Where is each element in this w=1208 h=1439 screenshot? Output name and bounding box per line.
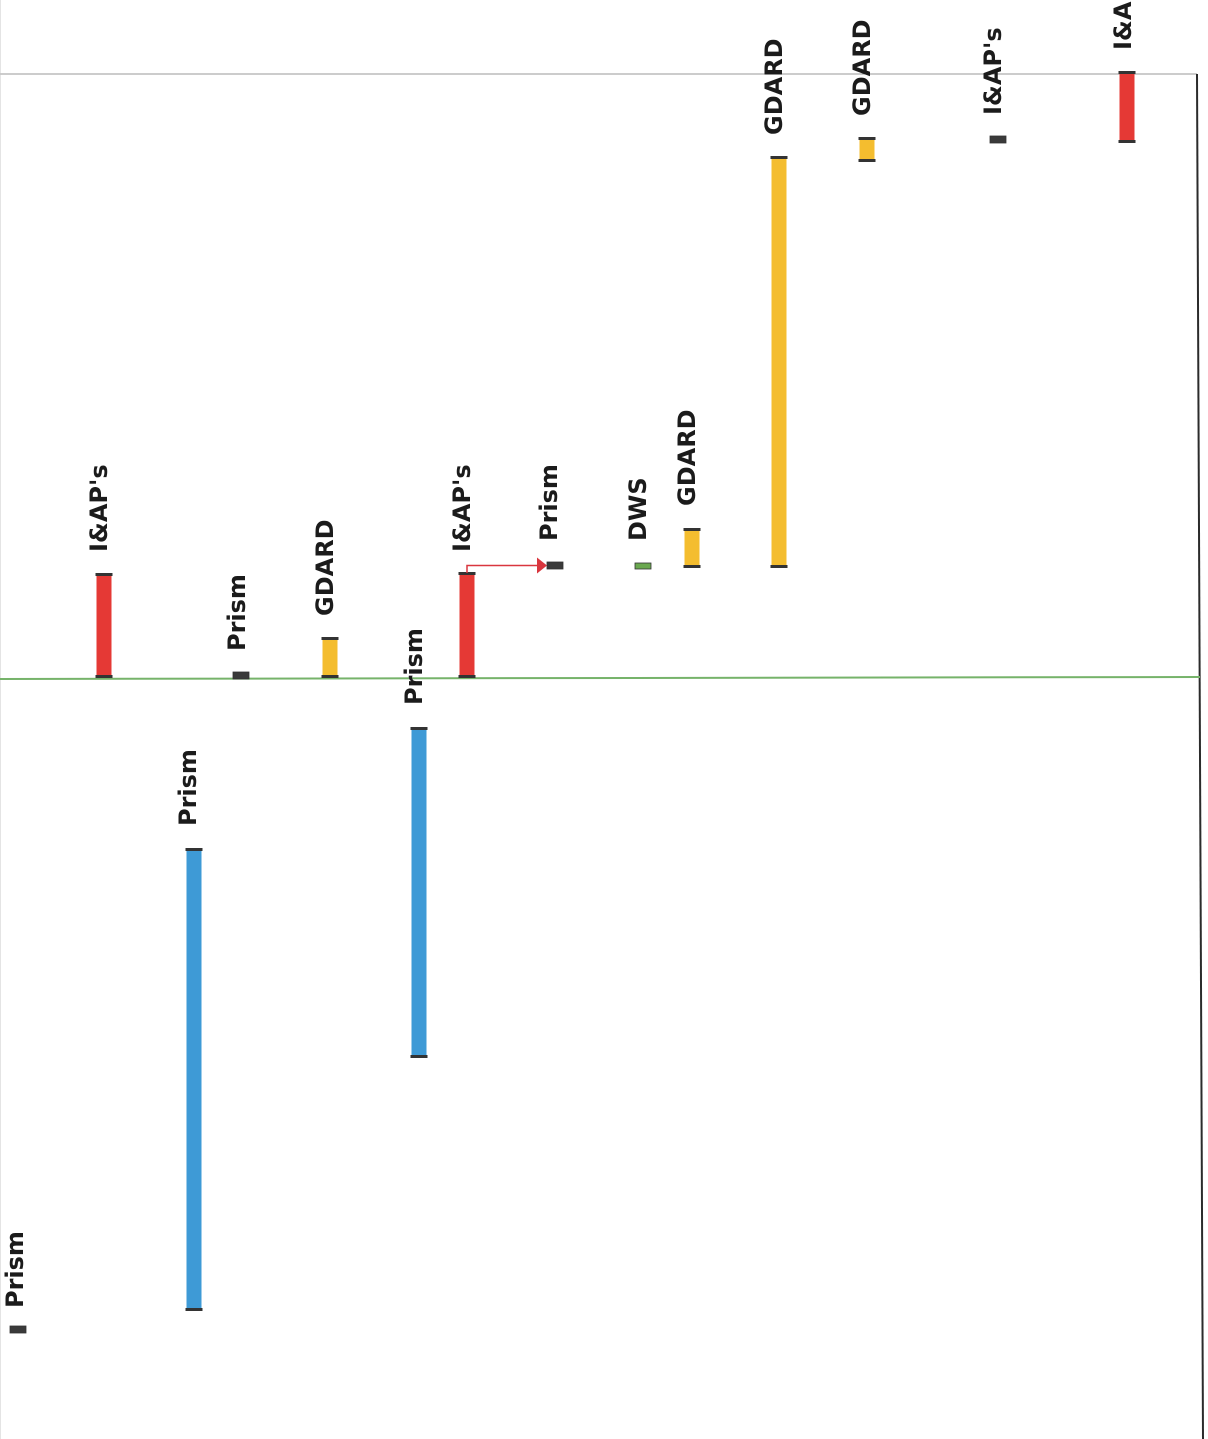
- task-bar-t3[interactable]: [186, 849, 202, 1310]
- task-label-t8: Prism: [535, 464, 563, 541]
- dependency-link: [466, 564, 539, 573]
- task-label-t14: I&AP's: [1109, 0, 1137, 50]
- task-bar-start-cap: [858, 137, 876, 140]
- task-bar-start-cap: [185, 848, 203, 851]
- task-label-t7: I&AP's: [448, 464, 476, 552]
- task-bar-end-cap: [410, 1055, 428, 1058]
- task-label-t6: Prism: [400, 628, 428, 705]
- task-label-t5: GDARD: [311, 519, 339, 616]
- task-bar-start-cap: [683, 528, 701, 531]
- task-bar-end-cap: [770, 565, 788, 568]
- task-bar-t7[interactable]: [459, 573, 475, 677]
- task-label-t12: GDARD: [848, 19, 876, 116]
- task-label-t3: Prism: [174, 749, 202, 826]
- task-label-t10: GDARD: [673, 409, 701, 506]
- milestone-marker-t8[interactable]: [546, 561, 564, 570]
- task-bar-end-cap: [321, 675, 339, 678]
- task-bar-t6[interactable]: [411, 728, 427, 1057]
- task-bar-t11[interactable]: [771, 157, 787, 567]
- task-bar-end-cap: [683, 565, 701, 568]
- task-bar-end-cap: [95, 675, 113, 678]
- task-bar-t5[interactable]: [322, 638, 338, 677]
- task-bar-end-cap: [1118, 140, 1136, 143]
- task-label-t11: GDARD: [760, 38, 788, 135]
- task-bar-start-cap: [1118, 71, 1136, 74]
- task-bar-start-cap: [410, 727, 428, 730]
- task-bar-start-cap: [321, 637, 339, 640]
- task-bar-start-cap: [770, 156, 788, 159]
- task-bar-start-cap: [95, 573, 113, 576]
- task-label-t2: I&AP's: [85, 464, 113, 552]
- task-bar-t2[interactable]: [96, 574, 112, 677]
- task-bar-t10[interactable]: [684, 529, 700, 567]
- chart-frame-right: [1196, 73, 1204, 1439]
- task-bar-start-cap: [458, 572, 476, 575]
- milestone-marker-t1[interactable]: [9, 1325, 27, 1334]
- task-bar-t12[interactable]: [859, 138, 875, 161]
- task-bar-end-cap: [858, 159, 876, 162]
- milestone-marker-t4[interactable]: [232, 671, 250, 680]
- milestone-marker-t13[interactable]: [989, 135, 1007, 144]
- today-line: [0, 676, 1201, 680]
- milestone-marker-t9[interactable]: [634, 562, 652, 570]
- task-label-t13: I&AP's: [979, 27, 1007, 115]
- task-label-t9: DWS: [624, 477, 652, 541]
- task-label-t4: Prism: [223, 574, 251, 651]
- task-bar-end-cap: [185, 1308, 203, 1311]
- task-bar-t14[interactable]: [1119, 72, 1135, 142]
- task-label-t1: Prism: [1, 1231, 29, 1308]
- task-bar-end-cap: [458, 675, 476, 678]
- dependency-arrowhead: [537, 557, 547, 574]
